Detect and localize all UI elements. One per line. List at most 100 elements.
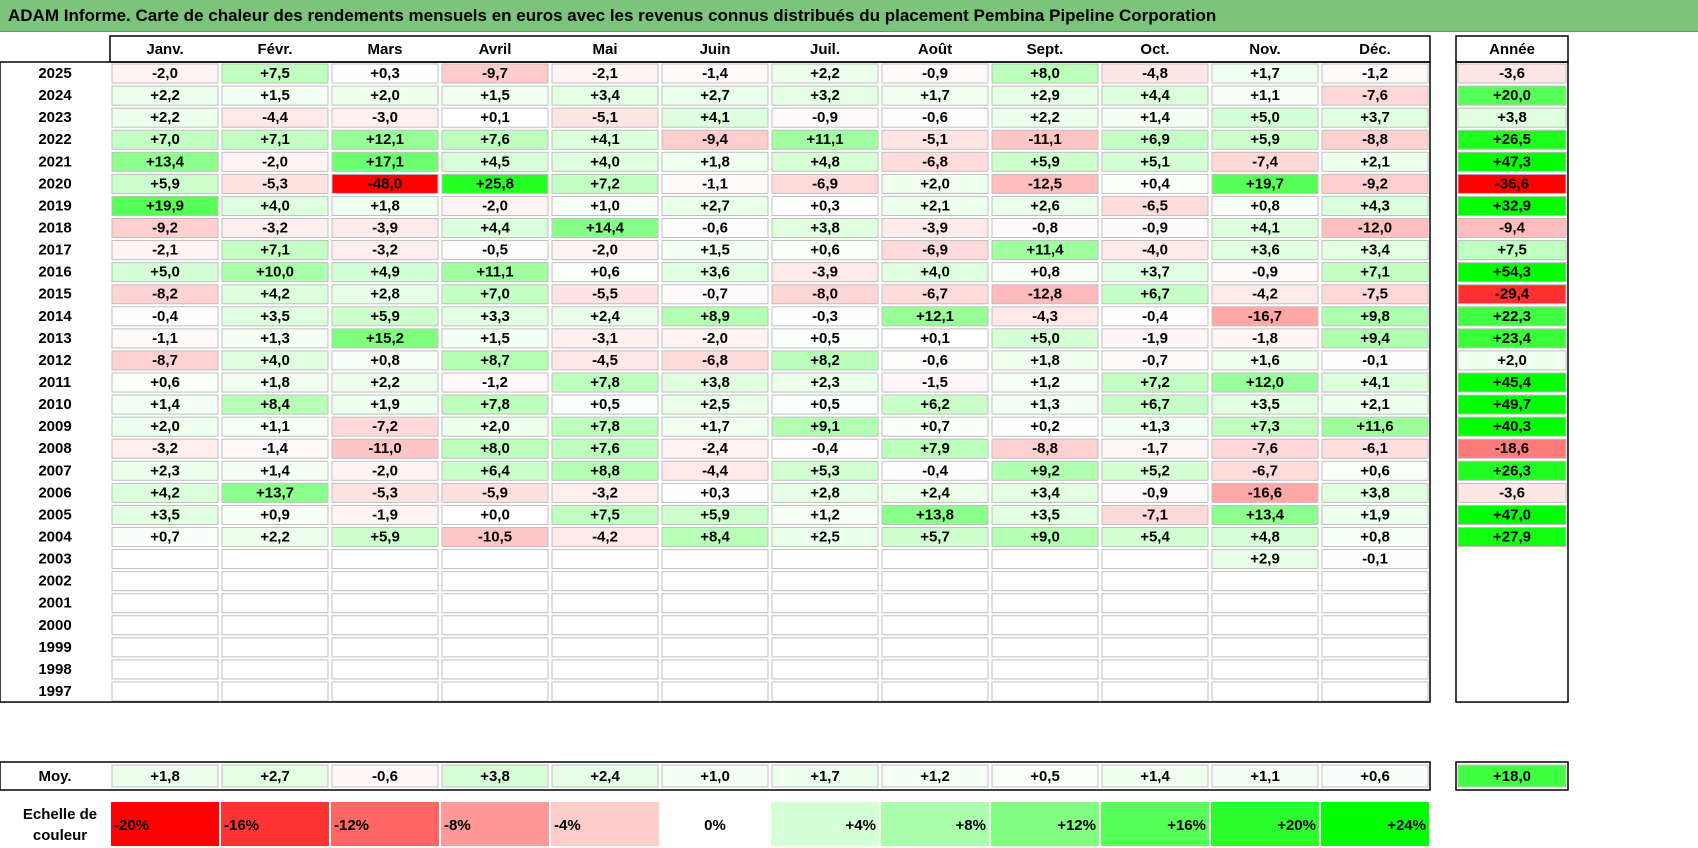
heatmap-cell-value: +2,3 [150, 462, 180, 479]
heatmap-cell [331, 637, 439, 658]
heatmap-cell-value: +2,1 [1360, 396, 1390, 413]
heatmap-cell [331, 593, 439, 614]
heatmap-cell [991, 593, 1099, 614]
month-header-label: Août [918, 41, 952, 58]
heatmap-cell-value: +7,0 [480, 286, 510, 303]
heatmap-cell-value: +13,7 [256, 484, 294, 501]
heatmap-cell [331, 549, 439, 570]
heatmap-cell [111, 240, 219, 261]
heatmap-cell [111, 416, 219, 437]
year-total-value: -3,6 [1499, 484, 1525, 501]
heatmap-cell-value: -16,7 [1248, 308, 1282, 325]
heatmap-cell-value: -5,3 [372, 484, 398, 501]
heatmap-cell-value: +0,8 [1030, 264, 1060, 281]
heatmap-cell-value: +1,6 [1250, 352, 1280, 369]
heatmap-cell [111, 129, 219, 150]
scale-swatch-label: +24% [1387, 817, 1426, 834]
heatmap-cell-value: +0,0 [480, 506, 510, 523]
heatmap-cell [661, 460, 769, 481]
heatmap-cell-value: -1,2 [482, 374, 508, 391]
heatmap-cell [771, 372, 879, 393]
heatmap-cell-value: +3,6 [700, 264, 730, 281]
heatmap-cell-value: -0,8 [1032, 220, 1058, 237]
heatmap-cell [441, 63, 549, 84]
heatmap-cell [111, 372, 219, 393]
heatmap-cell-value: +1,4 [150, 396, 180, 413]
heatmap-cell-value: +7,1 [260, 242, 290, 259]
heatmap-cell-value: +5,9 [150, 175, 180, 192]
heatmap-cell [661, 526, 769, 548]
heatmap-cell [551, 173, 659, 194]
heatmap-cell [991, 173, 1099, 194]
heatmap-cell [441, 372, 549, 393]
year-total-cell [1458, 659, 1566, 679]
year-total-value: +23,4 [1493, 330, 1532, 347]
year-row-label: 1999 [38, 639, 71, 656]
heatmap-cell [1321, 615, 1429, 636]
heatmap-cell [1101, 217, 1209, 239]
heatmap-cell-value: -5,9 [482, 484, 508, 501]
heatmap-cell [441, 615, 549, 636]
average-cell-value: +0,5 [1030, 768, 1060, 785]
heatmap-cell-value: +2,2 [150, 109, 180, 126]
scale-swatch [221, 802, 329, 846]
heatmap-cell [221, 438, 329, 459]
heatmap-cell-value: +7,5 [590, 506, 620, 523]
heatmap-cell-value: -3,2 [372, 242, 398, 259]
heatmap-cell [1101, 85, 1209, 106]
heatmap-cell-value: +0,2 [1030, 418, 1060, 435]
heatmap-cell [221, 571, 329, 592]
heatmap-cell-value: +2,7 [700, 87, 730, 104]
scale-swatch-label: -4% [554, 817, 581, 834]
heatmap-cell-value: -4,2 [592, 529, 618, 546]
year-row-label: 2010 [38, 396, 71, 413]
year-row-label: 2025 [38, 65, 71, 82]
heatmap-cell [771, 173, 879, 194]
heatmap-cell [881, 659, 989, 680]
heatmap-cell-value: -12,5 [1028, 175, 1062, 192]
heatmap-cell-value: -1,1 [702, 175, 728, 192]
heatmap-cell [331, 615, 439, 636]
heatmap-cell [331, 85, 439, 106]
heatmap-cell-value: +9,0 [1030, 529, 1060, 546]
heatmap-cell-value: +0,6 [590, 264, 620, 281]
heatmap-cell-value: +12,1 [916, 308, 954, 325]
heatmap-cell [1321, 637, 1429, 658]
year-row-label: 2014 [38, 308, 72, 325]
heatmap-cell-value: +1,3 [260, 330, 290, 347]
heatmap-cell-value: -0,4 [1142, 308, 1169, 325]
heatmap-cell [441, 460, 549, 481]
scale-swatch-label: +4% [846, 817, 876, 834]
heatmap-cell-value: +8,9 [700, 308, 730, 325]
heatmap-cell-value: -12,8 [1028, 286, 1062, 303]
heatmap-cell-value: +0,5 [590, 396, 620, 413]
heatmap-cell-value: +9,1 [810, 418, 840, 435]
year-total-cell [1457, 438, 1567, 459]
heatmap-cell-value: +6,4 [480, 462, 510, 479]
heatmap-cell [331, 63, 439, 84]
heatmap-cell [551, 416, 659, 437]
heatmap-cell [1211, 681, 1319, 702]
heatmap-cell [1211, 593, 1319, 614]
heatmap-cell-value: -0,3 [812, 308, 838, 325]
heatmap-cell [331, 195, 439, 216]
average-cell [661, 764, 769, 788]
heatmap-cell [331, 659, 439, 680]
heatmap-cell [441, 416, 549, 437]
heatmap-cell-value: +1,3 [1030, 396, 1060, 413]
year-row-label: 2019 [38, 197, 71, 214]
heatmap-cell-value: -8,7 [152, 352, 178, 369]
heatmap-cell-value: +11,1 [476, 264, 513, 281]
heatmap-cell-value: -1,9 [1142, 330, 1168, 347]
heatmap-cell [1211, 85, 1319, 106]
heatmap-cell-value: -0,1 [1362, 352, 1388, 369]
heatmap-cell-value: +7,0 [150, 131, 180, 148]
heatmap-cell [991, 549, 1099, 570]
heatmap-cell [221, 549, 329, 570]
heatmap-cell [661, 593, 769, 614]
heatmap-cell [111, 526, 219, 548]
year-total-cell [1458, 571, 1566, 591]
heatmap-cell-value: +4,0 [260, 197, 290, 214]
year-row-label: 2012 [38, 352, 71, 369]
average-cell [441, 764, 549, 788]
